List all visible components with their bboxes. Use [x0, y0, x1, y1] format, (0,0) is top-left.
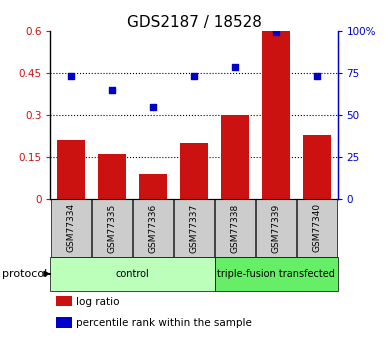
Text: GSM77336: GSM77336 [149, 203, 158, 253]
Bar [98, 154, 126, 199]
Bar [50, 257, 215, 291]
Point [314, 73, 320, 79]
Text: triple-fusion transfected: triple-fusion transfected [217, 269, 335, 279]
Text: GSM77340: GSM77340 [313, 203, 322, 253]
Bar [56, 317, 72, 328]
Text: GSM77334: GSM77334 [66, 203, 75, 253]
Bar [262, 31, 290, 199]
Point [191, 73, 197, 79]
Bar [56, 296, 72, 306]
Bar [133, 199, 173, 257]
Bar [221, 115, 249, 199]
Bar [256, 199, 296, 257]
Point [109, 87, 115, 92]
Text: protocol: protocol [2, 269, 47, 279]
Text: log ratio: log ratio [76, 297, 120, 307]
Bar [180, 143, 208, 199]
Text: GSM77339: GSM77339 [272, 203, 281, 253]
Text: GSM77338: GSM77338 [230, 203, 239, 253]
Text: GSM77335: GSM77335 [107, 203, 116, 253]
Text: GSM77337: GSM77337 [189, 203, 199, 253]
Bar [51, 199, 91, 257]
Point [150, 104, 156, 109]
Point [273, 30, 279, 35]
Text: control: control [116, 269, 149, 279]
Bar [297, 199, 337, 257]
Bar [303, 135, 331, 199]
Bar [92, 199, 132, 257]
Bar [215, 199, 255, 257]
Bar [139, 174, 167, 199]
Bar [215, 257, 338, 291]
Point [68, 73, 74, 79]
Bar [174, 199, 214, 257]
Point [232, 65, 238, 70]
Bar [57, 140, 85, 199]
Title: GDS2187 / 18528: GDS2187 / 18528 [126, 15, 262, 30]
Text: percentile rank within the sample: percentile rank within the sample [76, 318, 252, 328]
